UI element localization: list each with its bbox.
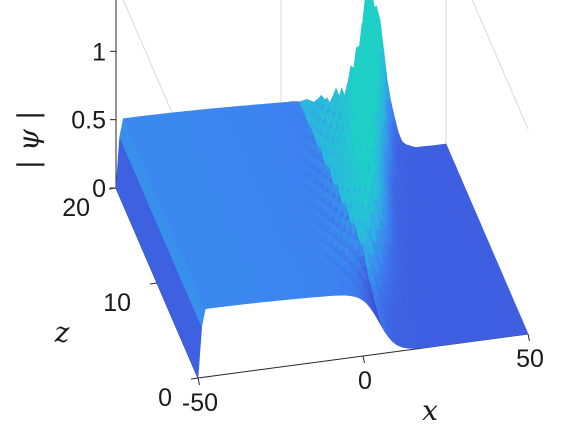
z-tick-label: 0	[92, 175, 106, 203]
tick-mark	[149, 282, 158, 285]
z-tick-label: 1	[92, 38, 106, 66]
x-tick-label: 0	[358, 367, 372, 395]
z-tick-label: 0.5	[71, 107, 106, 135]
surface-mesh	[115, 0, 529, 379]
y-tick-label: 0	[158, 384, 172, 412]
x-axis-label: x	[422, 394, 438, 427]
tick-mark	[527, 333, 530, 342]
y-tick-label: 20	[62, 194, 90, 222]
x-tick-label: -50	[182, 389, 218, 417]
y-tick-label: 10	[103, 289, 131, 317]
tick-mark	[362, 355, 365, 364]
y-axis-label: z	[54, 316, 70, 349]
grid-line	[471, 0, 529, 130]
x-tick-label: 50	[516, 345, 544, 373]
surface-patch	[365, 0, 370, 11]
tick-mark	[197, 377, 200, 386]
tick-mark	[190, 377, 199, 380]
z-axis-label: | ψ |	[12, 111, 45, 170]
